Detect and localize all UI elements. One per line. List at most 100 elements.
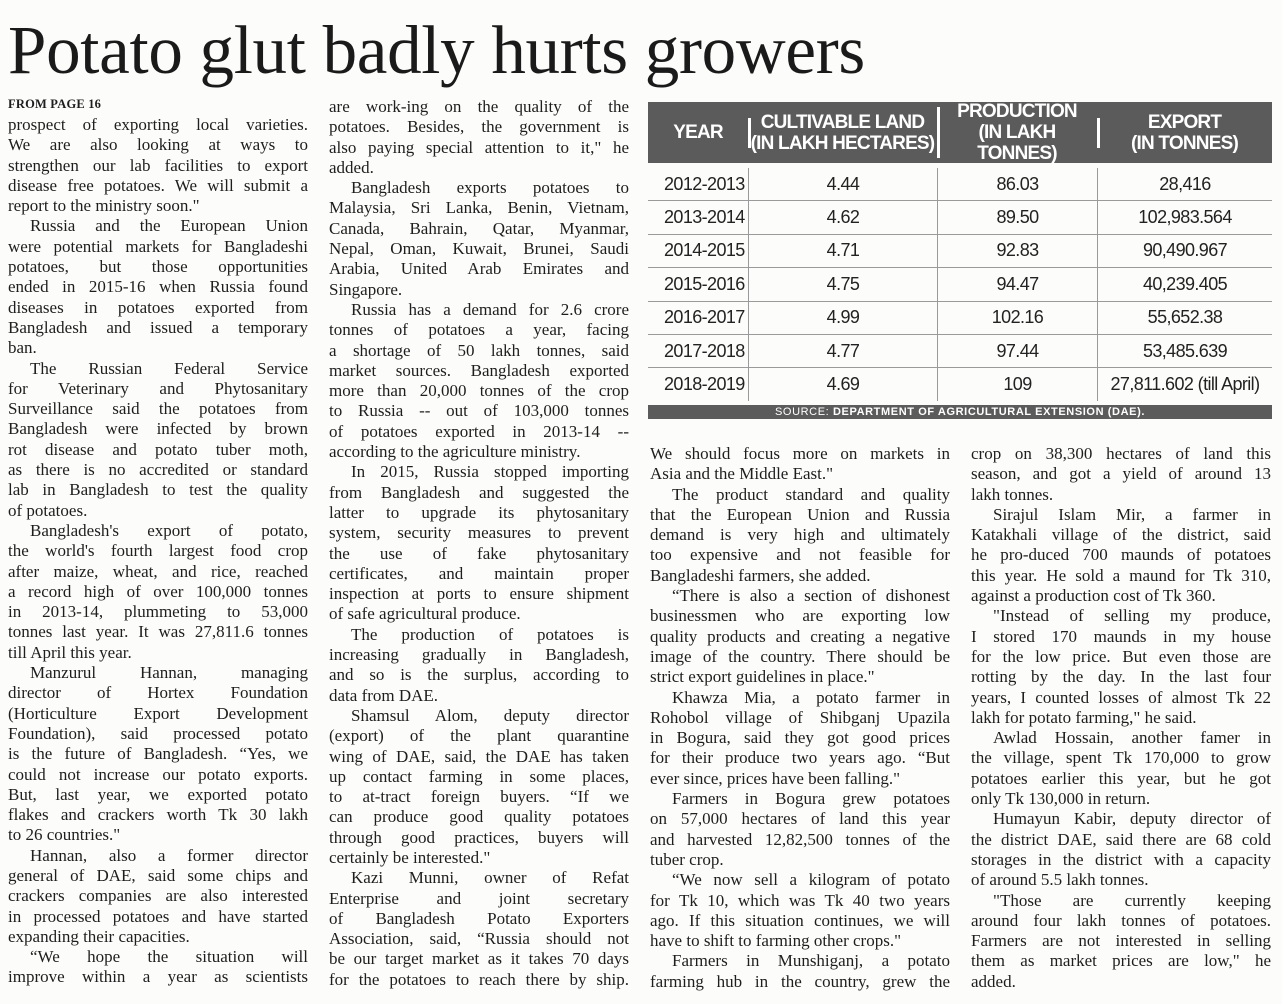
text-line: are work-ing on the quality of the xyxy=(329,97,629,116)
text-line: through good practices, buyers will xyxy=(329,827,629,847)
text-line: certainly be interested." xyxy=(329,847,491,867)
text-line: in processed potatoes and have started xyxy=(8,906,308,926)
cell-export: 40,239.405 xyxy=(1097,268,1272,301)
cell-export: 27,811.602 (till April) xyxy=(1097,368,1272,401)
text-line: Awlad Hossain, another famer in xyxy=(993,728,1271,748)
cell-export: 102,983.564 xyxy=(1097,201,1272,234)
text-line: Singapore. xyxy=(329,279,403,299)
text-line: lakh for potato farming," he said. xyxy=(971,707,1197,727)
text-line: a shortage of 50 lakh tonnes, said xyxy=(329,340,629,360)
text-line: tonnes last year. It was 27,811.6 tonnes xyxy=(8,622,308,642)
text-line: ago. If this situation continues, we wil… xyxy=(650,910,950,930)
text-line: on 57,000 hectares of land this year xyxy=(650,809,950,829)
paragraph: The production of potatoes is increasing … xyxy=(329,625,629,706)
text-line: crackers companies are also interested xyxy=(8,886,308,906)
text-line: Bangladesh's export of potato, xyxy=(30,520,308,540)
text-line: Khawza Mia, a potato farmer in xyxy=(672,687,950,707)
cell-year: 2018-2019 xyxy=(664,374,745,395)
cell-production: 92.83 xyxy=(937,234,1097,268)
table-row: 2017-2018 4.77 97.44 53,485.639 xyxy=(648,334,1272,369)
text-line: storages in the district with a capacity xyxy=(971,849,1271,869)
paragraph: Bangladesh's export of potato, the world'… xyxy=(8,521,308,663)
text-line: be our target market as it takes 70 days xyxy=(329,949,629,969)
article-column-4: crop on 38,300 hectares of land this seas… xyxy=(971,444,1271,992)
text-line: wing of DAE, said, the DAE has taken xyxy=(329,746,629,766)
text-line: ever since, prices have been falling." xyxy=(650,768,901,788)
text-line: demand is very high and ultimately xyxy=(650,525,950,545)
text-line: Foundation), said processed potato xyxy=(8,723,308,743)
text-line: Kazi Munni, owner of Refat xyxy=(351,868,629,888)
paragraph: Russia has a demand for 2.6 crore tonnes … xyxy=(329,300,629,462)
text-line: potatoes, but those opportunities xyxy=(8,257,308,277)
paragraph: Sirajul Islam Mir, a farmer in Katakhali … xyxy=(971,505,1271,606)
text-line: of Bangladesh Potato Exporters xyxy=(329,908,629,928)
text-line: strict export guidelines in place." xyxy=(650,667,875,687)
text-line: for Veterinary and Phytosanitary xyxy=(8,378,308,398)
text-line: for their produce two years ago. “But xyxy=(650,748,950,768)
text-line: lakh tonnes. xyxy=(971,484,1054,504)
text-line: lab in Bangladesh to test the quality xyxy=(8,480,308,500)
text-line: We are also looking at ways to xyxy=(8,135,308,155)
paragraph: “There is also a section of dishonest bus… xyxy=(650,586,950,687)
paragraph: “We hope the situation will improve withi… xyxy=(8,947,308,988)
text-line: I stored 170 maunds in my house xyxy=(971,626,1271,646)
text-line: system, security measures to prevent xyxy=(329,523,629,543)
cell-cultivable-land: 4.44 xyxy=(748,168,937,201)
paragraph: We should focus more on markets in Asia a… xyxy=(650,444,950,485)
text-line: as there is no accredited or standard xyxy=(8,460,308,480)
text-line: Humayun Kabir, deputy director of xyxy=(993,809,1271,829)
table-header: YEAR CULTIVABLE LAND (IN LAKH HECTARES) P… xyxy=(648,101,1272,164)
cell-cultivable-land: 4.99 xyxy=(748,301,937,334)
text-line: Rohobol village of Shibganj Upazila xyxy=(650,707,950,727)
text-line: around four lakh tonnes of potatoes. xyxy=(971,910,1271,930)
text-line: improve within a year as scientists xyxy=(8,967,308,987)
table-row: 2016-2017 4.99 102.16 55,652.38 xyxy=(648,301,1272,335)
text-line: them as market prices are low," he xyxy=(971,951,1271,971)
text-line: in 2013-14, plummeting to 53,000 xyxy=(8,602,308,622)
headline: Potato glut badly hurts growers xyxy=(8,12,865,88)
paragraph: Russia and the European Union were potent… xyxy=(8,216,308,358)
text-line: tonnes of potatoes a year, facing xyxy=(329,320,629,340)
text-line: season, and got a yield of around 13 xyxy=(971,464,1271,484)
text-line: ban. xyxy=(8,338,37,358)
cell-production: 97.44 xyxy=(937,334,1097,368)
table-row: 2012-2013 4.44 86.03 28,416 xyxy=(648,168,1272,202)
text-line: latter to upgrade its phytosanitary xyxy=(329,502,629,522)
text-line: he pro-duced 700 maunds of potatoes xyxy=(971,545,1271,565)
paragraph: crop on 38,300 hectares of land this seas… xyxy=(971,444,1271,505)
paragraph: Humayun Kabir, deputy director of the dis… xyxy=(971,809,1271,890)
text-line: We should focus more on markets in xyxy=(650,444,950,463)
text-line: too expensive and not feasible for xyxy=(650,545,950,565)
text-line: for the low price. But even those are xyxy=(971,646,1271,666)
text-line: of safe agricultural produce. xyxy=(329,604,521,624)
article-column-2: are work-ing on the quality of the potato… xyxy=(329,97,629,990)
text-line: Sirajul Islam Mir, a farmer in xyxy=(993,504,1271,524)
text-line: could not increase our potato exports. xyxy=(8,764,308,784)
text-line: to at-tract foreign buyers. “If we xyxy=(329,787,629,807)
cell-year: 2015-2016 xyxy=(664,273,745,294)
text-line: Bangladeshi farmers, she added. xyxy=(650,565,871,585)
text-line: "Those are currently keeping xyxy=(993,890,1271,910)
cell-year: 2012-2013 xyxy=(664,173,745,194)
text-line: The production of potatoes is xyxy=(351,624,629,644)
table-row: 2015-2016 4.75 94.47 40,239.405 xyxy=(648,268,1272,302)
text-line: Asia and the Middle East." xyxy=(650,464,834,484)
paragraph: “We now sell a kilogram of potato for Tk … xyxy=(650,870,950,951)
cell-export: 55,652.38 xyxy=(1097,301,1272,334)
text-line: up contact farming in some places, xyxy=(329,766,629,786)
text-line: Canada, Bahrain, Qatar, Myanmar, xyxy=(329,218,629,238)
text-line: can produce good quality potatoes xyxy=(329,807,629,827)
text-line: from Bangladesh and suggested the xyxy=(329,482,629,502)
text-line: Bangladesh were infected by brown xyxy=(8,419,308,439)
text-line: this year. He sold a maund for Tk 310, xyxy=(971,565,1271,585)
cell-cultivable-land: 4.75 xyxy=(748,268,937,301)
text-line: Bangladesh exports potatoes to xyxy=(351,178,629,198)
text-line: against a production cost of Tk 360. xyxy=(971,586,1216,606)
paragraph: Manzurul Hannan, managing director of Hor… xyxy=(8,663,308,846)
text-line: Nepal, Oman, Kuwait, Brunei, Saudi xyxy=(329,239,629,259)
paragraph: Kazi Munni, owner of Refat Enterprise and… xyxy=(329,868,629,990)
text-line: of potatoes. xyxy=(8,500,88,520)
paragraph: Shamsul Alom, deputy director (export) of… xyxy=(329,706,629,868)
text-line: the district DAE, said there are 68 cold xyxy=(971,829,1271,849)
paragraph: The Russian Federal Service for Veterinar… xyxy=(8,359,308,521)
